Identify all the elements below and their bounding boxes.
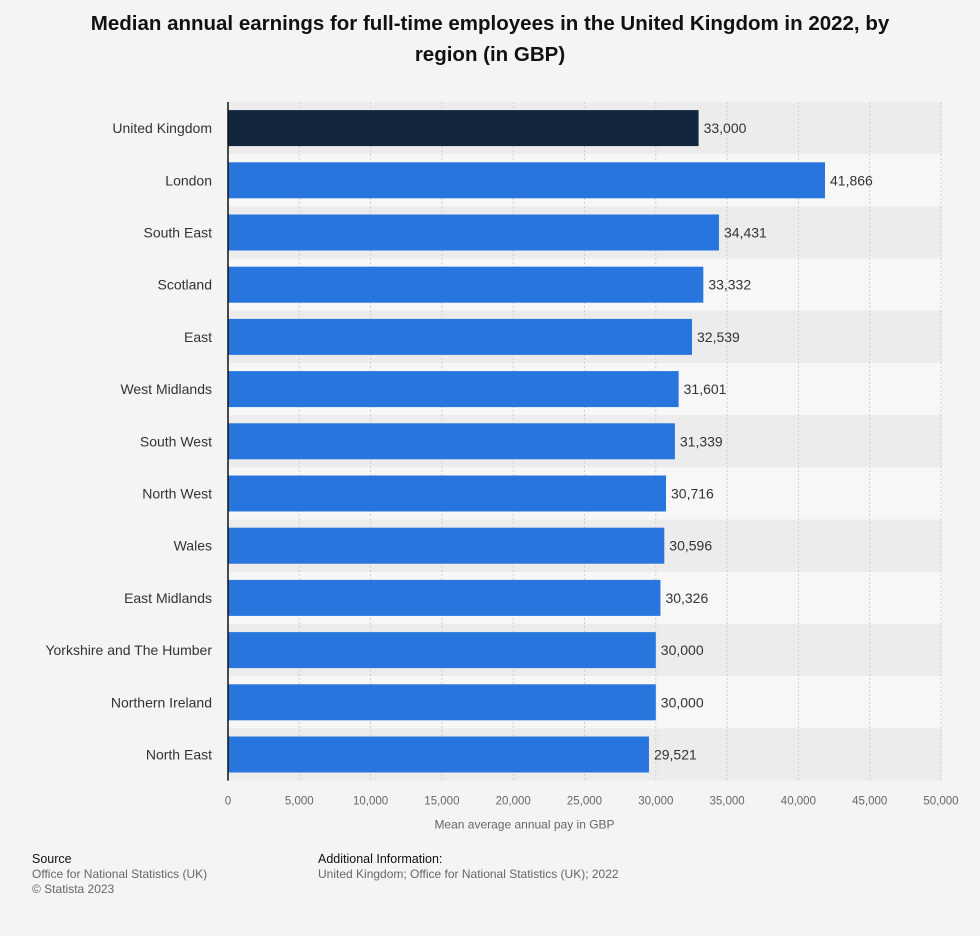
x-tick-label: 50,000 — [923, 796, 958, 808]
value-label: 30,326 — [665, 590, 708, 606]
x-tick-label: 20,000 — [496, 796, 531, 808]
category-label: East Midlands — [124, 590, 212, 606]
value-label: 30,716 — [671, 486, 714, 502]
x-tick-label: 45,000 — [852, 796, 887, 808]
bar — [228, 475, 667, 512]
x-tick-label: 30,000 — [638, 796, 673, 808]
bar — [228, 684, 656, 721]
info-text: United Kingdom; Office for National Stat… — [318, 867, 619, 881]
category-label: Scotland — [158, 277, 212, 293]
source-heading: Source — [32, 852, 72, 866]
value-label: 34,431 — [724, 225, 767, 241]
bar — [228, 318, 693, 355]
value-label: 29,521 — [654, 747, 697, 763]
category-label: South West — [140, 433, 212, 449]
bar — [228, 371, 679, 408]
category-label: West Midlands — [120, 381, 212, 397]
x-tick-label: 5,000 — [285, 796, 314, 808]
category-label: East — [184, 329, 212, 345]
x-axis-title: Mean average annual pay in GBP — [434, 818, 614, 832]
bar — [228, 527, 665, 564]
x-tick-label: 35,000 — [710, 796, 745, 808]
x-tick-label: 15,000 — [424, 796, 459, 808]
source-name[interactable]: Office for National Statistics (UK) — [32, 867, 208, 881]
x-tick-label: 0 — [225, 796, 231, 808]
value-label: 31,601 — [684, 381, 727, 397]
bar — [228, 110, 699, 147]
x-tick-label: 10,000 — [353, 796, 388, 808]
category-label: North East — [146, 747, 212, 763]
bar — [228, 214, 719, 251]
x-tick-label: 25,000 — [567, 796, 602, 808]
value-label: 30,596 — [669, 538, 712, 554]
value-label: 30,000 — [661, 694, 704, 710]
value-label: 33,000 — [704, 120, 747, 136]
value-label: 32,539 — [697, 329, 740, 345]
value-label: 41,866 — [830, 172, 873, 188]
bar — [228, 162, 826, 199]
bar — [228, 579, 661, 616]
source-block: Source Office for National Statistics (U… — [32, 852, 207, 897]
value-label: 31,339 — [680, 433, 723, 449]
bar — [228, 736, 649, 773]
info-heading: Additional Information: — [318, 852, 443, 866]
x-tick-label: 40,000 — [781, 796, 816, 808]
category-label: North West — [142, 486, 212, 502]
category-label: London — [165, 172, 212, 188]
category-label: Northern Ireland — [111, 694, 212, 710]
chart-title: Median annual earnings for full-time emp… — [90, 12, 890, 66]
bar-chart: United Kingdom 33,000 London 41,866 South Ea… — [45, 102, 959, 832]
value-label: 30,000 — [661, 642, 704, 658]
category-label: Wales — [174, 538, 212, 554]
value-label: 33,332 — [708, 277, 751, 293]
category-label: South East — [144, 225, 213, 241]
copyright: © Statista 2023 — [32, 882, 115, 896]
bar — [228, 632, 656, 669]
bar — [228, 423, 675, 460]
additional-info-block: Additional Information: United Kingdom; … — [318, 852, 619, 882]
category-label: United Kingdom — [112, 120, 212, 136]
category-label: Yorkshire and The Humber — [45, 642, 212, 658]
bar — [228, 266, 704, 303]
